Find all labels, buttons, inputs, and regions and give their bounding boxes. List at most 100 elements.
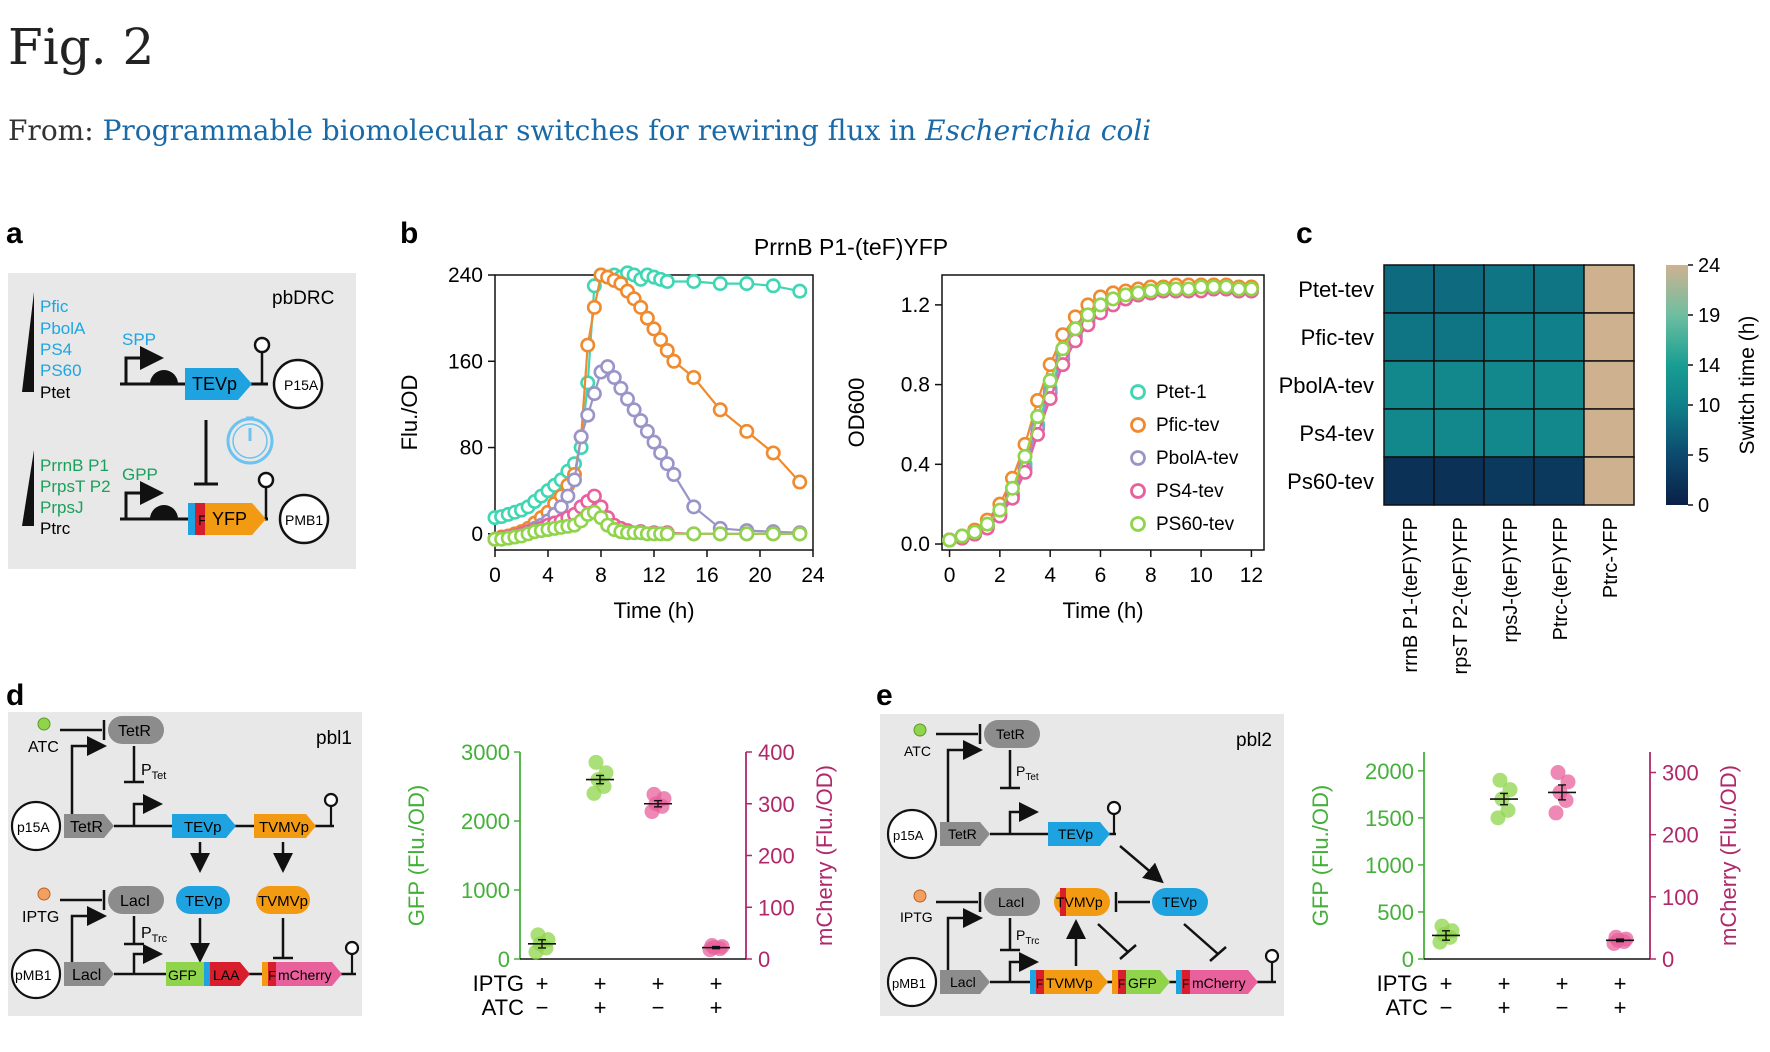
- heatmap-cell: [1483, 360, 1535, 410]
- row-label: Ps60-tev: [1287, 469, 1374, 494]
- legend-marker: [1130, 417, 1146, 433]
- tetr-gene-e: [940, 822, 990, 846]
- heatmap-cell: [1533, 456, 1585, 506]
- atc-row-label: ATC: [1386, 995, 1428, 1020]
- terminator-e-top-head: [1106, 800, 1122, 816]
- left-tick-label: 3000: [461, 740, 510, 765]
- legend-label: PS4-tev: [1156, 481, 1224, 502]
- laci-gene-label-e: Lacl: [950, 974, 976, 990]
- legend-marker: [1130, 516, 1146, 532]
- terminator-top-head: [253, 336, 271, 354]
- pbl2-expression-chart: 0 500 1000 1500 2000 0 100 200 300 GFP (Flu./OD) m…: [1308, 752, 1741, 1020]
- data-point: [1434, 918, 1450, 934]
- colorbar-tick-label: 5: [1698, 445, 1709, 467]
- column-label: Ptrc-YFP: [1600, 517, 1622, 598]
- heatmap-cell: [1583, 408, 1635, 458]
- data-point: [712, 402, 728, 418]
- article-title-species[interactable]: Escherichia coli: [925, 114, 1152, 147]
- data-point: [659, 342, 675, 358]
- promoter-prrnb: PrrnB P1: [40, 456, 109, 475]
- data-point: [1105, 291, 1121, 307]
- gfp-gene-e: [1126, 970, 1170, 994]
- tetr-loop-d: [70, 736, 107, 826]
- data-point: [659, 273, 675, 289]
- p15a-origin-d: [10, 800, 62, 852]
- y-tick-label: 0.0: [901, 533, 930, 556]
- data-point: [626, 402, 642, 418]
- x-axis-label: Time (h): [1062, 598, 1143, 623]
- tetr-loop-e: [946, 740, 983, 834]
- data-point: [588, 754, 604, 770]
- heatmap-cell: [1533, 408, 1585, 458]
- pmb1-label-e: pMB1: [892, 976, 926, 991]
- heatmap-cell: [1483, 456, 1535, 506]
- heatmap-cell: [1483, 312, 1535, 362]
- legend-label: PS60-tev: [1156, 514, 1235, 535]
- right-axis-label: mCherry (Flu./OD): [1716, 765, 1741, 946]
- tvmvp-gene-e: [1044, 970, 1108, 994]
- article-title[interactable]: Programmable biomolecular switches for r…: [102, 114, 926, 147]
- promoter-prpsj: PrpsJ: [40, 498, 83, 517]
- article-link[interactable]: Programmable biomolecular switches for r…: [103, 114, 1152, 147]
- tevp-expr-e: [1119, 845, 1164, 884]
- data-point: [1168, 281, 1184, 297]
- data-point: [619, 391, 635, 407]
- data-point: [653, 332, 669, 348]
- iptg-molecule-icon-e: [913, 889, 927, 903]
- terminator-d-bottom-head: [344, 940, 360, 956]
- timer-icon: [226, 416, 274, 465]
- data-point: [765, 278, 781, 294]
- ptrc-label-d: PTrc: [141, 925, 168, 945]
- tetr-protein-label-d: TetR: [118, 723, 151, 740]
- data-point: [1243, 281, 1259, 297]
- ptet-arrow-e: [1008, 802, 1039, 834]
- data-point: [686, 526, 702, 542]
- data-point: [586, 299, 602, 315]
- left-tick-label: 0: [1402, 947, 1414, 972]
- row-label: Ps4-tev: [1299, 421, 1374, 446]
- p15a-origin-a: [272, 358, 324, 410]
- f-label-d: F: [268, 968, 276, 983]
- x-tick-label: 2: [994, 564, 1006, 587]
- data-point: [586, 386, 602, 402]
- heatmap-cell: [1383, 360, 1435, 410]
- heatmap-cell: [1533, 360, 1585, 410]
- data-point: [580, 337, 596, 353]
- atc-sign: +: [710, 995, 723, 1020]
- data-point: [553, 499, 569, 515]
- data-point: [1017, 448, 1033, 464]
- heatmap-cell: [1583, 456, 1635, 506]
- tetr-gene-d: [64, 814, 114, 838]
- data-point: [1500, 802, 1516, 818]
- data-point: [765, 526, 781, 542]
- data-point: [653, 445, 669, 461]
- data-point: [1550, 765, 1566, 781]
- data-point: [1548, 805, 1564, 821]
- right-tick-label: 100: [758, 895, 795, 920]
- y-tick-label: 0.4: [901, 453, 931, 476]
- data-point: [992, 502, 1008, 518]
- iptg-sign: +: [652, 971, 665, 996]
- data-point: [659, 526, 675, 542]
- heatmap-cell: [1583, 312, 1635, 362]
- data-point: [666, 467, 682, 483]
- data-point: [606, 369, 622, 385]
- left-axis-label: GFP (Flu./OD): [404, 785, 429, 926]
- panel-c-letter: c: [1296, 217, 1313, 250]
- row-label: PbolA-tev: [1279, 373, 1374, 398]
- data-point: [686, 273, 702, 289]
- iptg-sign: +: [1556, 971, 1569, 996]
- heatmap-cell: [1383, 312, 1435, 362]
- tetr-gene-label-d: TetR: [70, 819, 103, 836]
- f-label-e3: F: [1182, 977, 1189, 991]
- p15a-label-a: P15A: [284, 377, 319, 393]
- atc-sign: −: [652, 995, 665, 1020]
- pbdrc-label: pbDRC: [272, 288, 334, 309]
- tevp-inhibit-mcherry-e: [1183, 923, 1219, 955]
- data-point: [600, 359, 616, 375]
- legend-label: PbolA-tev: [1156, 448, 1239, 469]
- data-point: [967, 524, 983, 540]
- rbs-top: [150, 370, 178, 384]
- right-tick-label: 200: [758, 844, 795, 869]
